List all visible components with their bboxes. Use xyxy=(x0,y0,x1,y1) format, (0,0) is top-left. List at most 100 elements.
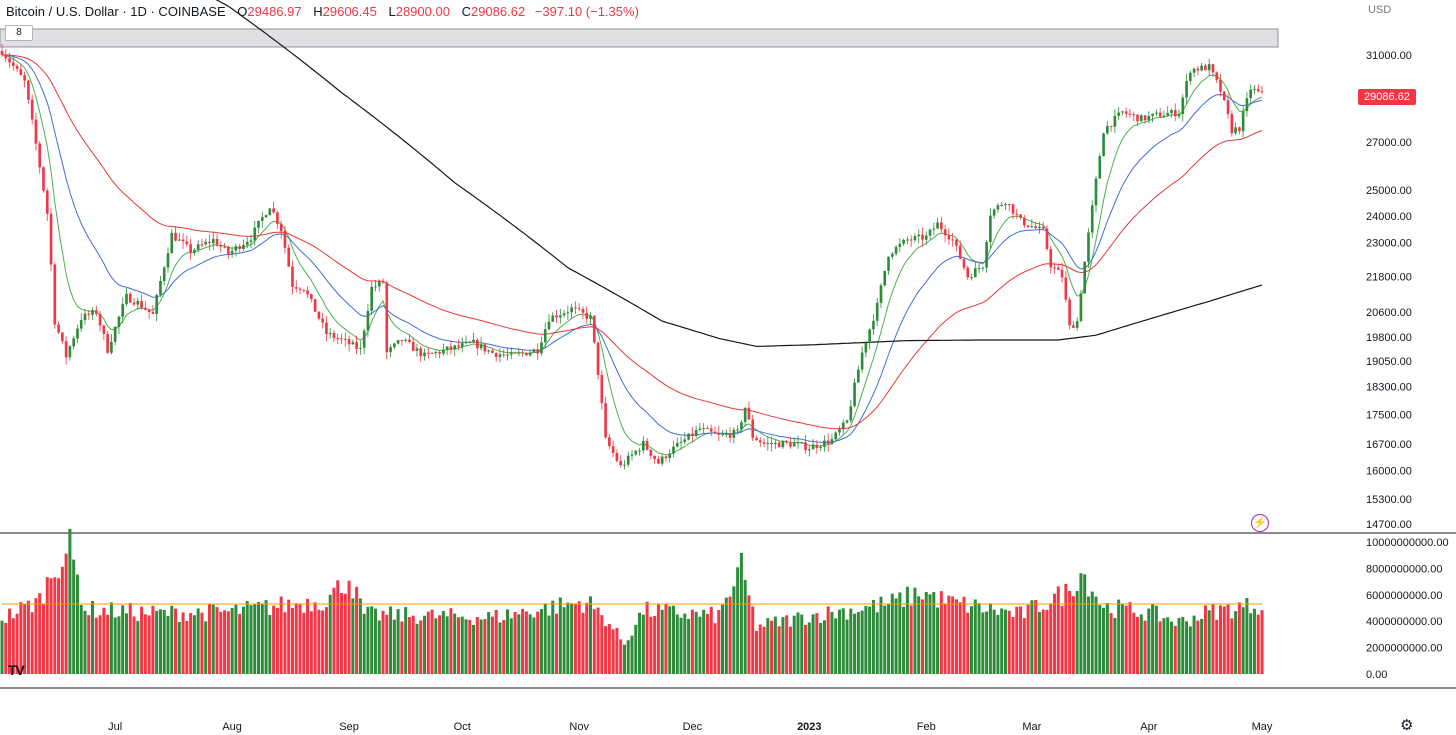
volume-bar xyxy=(1128,602,1132,674)
candle-body xyxy=(1170,110,1173,114)
volume-bar xyxy=(664,604,668,674)
volume-bar xyxy=(871,599,875,674)
candle-body xyxy=(125,293,128,305)
volume-bar xyxy=(366,606,370,674)
volume-bar xyxy=(143,614,147,674)
volume-bar xyxy=(79,604,83,674)
volume-bar xyxy=(1022,618,1026,674)
volume-bar xyxy=(306,598,310,674)
candle-body xyxy=(359,347,362,349)
volume-bar xyxy=(1222,606,1226,674)
candle-body xyxy=(868,329,871,343)
candle-body xyxy=(1079,293,1083,322)
volume-bar xyxy=(1037,612,1041,674)
volume-bar xyxy=(819,622,823,674)
candle-body xyxy=(830,439,834,444)
volume-bar xyxy=(260,603,264,674)
candle-body xyxy=(630,454,634,456)
volume-bar xyxy=(830,611,834,674)
candle-body xyxy=(362,330,366,348)
candle-body xyxy=(317,311,321,319)
candle-body xyxy=(347,338,351,345)
volume-bar xyxy=(630,635,634,674)
candle-body xyxy=(943,229,947,236)
candle-body xyxy=(864,342,868,353)
volume-bar xyxy=(513,611,517,674)
time-axis: Jul Aug Sep Oct Nov Dec 2023 Feb Mar Apr May xyxy=(108,721,1273,733)
candle-body xyxy=(45,190,49,214)
volume-bar xyxy=(660,609,664,674)
candle-body xyxy=(110,341,113,353)
volume-bar xyxy=(1041,609,1045,674)
lightning-icon[interactable]: ⚡ xyxy=(1251,514,1269,532)
candle-body xyxy=(1030,226,1034,228)
volume-bar xyxy=(702,609,706,674)
volume-bar xyxy=(26,600,30,674)
volume-bar xyxy=(868,606,872,674)
volume-bar xyxy=(966,612,970,674)
volume-bar xyxy=(773,616,777,674)
candle-body xyxy=(1098,156,1102,179)
symbol-title[interactable]: Bitcoin / U.S. Dollar · 1D · COINBASE xyxy=(6,4,226,19)
candle-body xyxy=(1053,267,1056,269)
candle-body xyxy=(355,342,358,349)
candle-body xyxy=(657,459,660,464)
volume-bar xyxy=(1086,596,1090,674)
volume-bar xyxy=(992,609,996,674)
candle-body xyxy=(909,239,913,241)
candle-body xyxy=(185,241,189,245)
time-tick-label: Jul xyxy=(108,721,122,733)
candle-body xyxy=(1106,126,1109,134)
tradingview-logo[interactable]: TV xyxy=(8,662,25,678)
candle-body xyxy=(1038,226,1041,229)
candle-body xyxy=(570,307,573,313)
volume-bar xyxy=(845,619,849,674)
candle-body xyxy=(4,54,8,59)
volume-bar xyxy=(649,616,653,674)
candle-body xyxy=(532,349,536,353)
volume-bar xyxy=(762,626,766,674)
candle-body xyxy=(751,419,755,438)
candle-body xyxy=(238,246,241,249)
volume-bar xyxy=(468,619,472,674)
volume-bar xyxy=(1226,604,1230,674)
volume-bar xyxy=(913,587,917,674)
volume-bar xyxy=(1000,608,1004,674)
candle-body xyxy=(664,456,668,459)
candle-body xyxy=(792,442,796,447)
volume-bar xyxy=(596,607,600,674)
volume-bar xyxy=(1143,620,1147,674)
close-value: 29086.62 xyxy=(470,4,526,19)
candle-body xyxy=(42,167,45,191)
candle-body xyxy=(672,446,675,454)
candle-body xyxy=(777,442,781,448)
volume-bar xyxy=(890,593,894,674)
candle-body xyxy=(408,339,411,342)
volume-bar xyxy=(68,528,72,674)
volume-bar xyxy=(370,606,374,674)
candle-body xyxy=(1128,113,1132,115)
volume-bar xyxy=(98,615,102,674)
volume-bar xyxy=(932,592,936,674)
currency-selector[interactable]: USD xyxy=(1368,4,1392,16)
candle-body xyxy=(113,326,117,342)
indicators-collapse-button[interactable]: 8 xyxy=(5,25,33,41)
volume-bar xyxy=(1003,609,1007,674)
volume-bar xyxy=(853,613,857,674)
candle-body xyxy=(204,241,208,245)
candle-body xyxy=(536,349,540,354)
candle-body xyxy=(128,293,132,303)
volume-bar xyxy=(796,612,800,674)
candle-body xyxy=(770,442,773,445)
volume-bar xyxy=(1007,610,1011,674)
candle-body xyxy=(921,234,924,240)
candle-body xyxy=(483,344,487,352)
volume-bar xyxy=(483,619,487,674)
gear-icon[interactable]: ⚙ xyxy=(1400,717,1414,734)
time-tick-label: Nov xyxy=(569,721,589,733)
candle-body xyxy=(1192,68,1196,73)
volume-bar xyxy=(1237,602,1241,674)
candle-body xyxy=(1034,226,1037,229)
volume-bar xyxy=(724,597,728,674)
